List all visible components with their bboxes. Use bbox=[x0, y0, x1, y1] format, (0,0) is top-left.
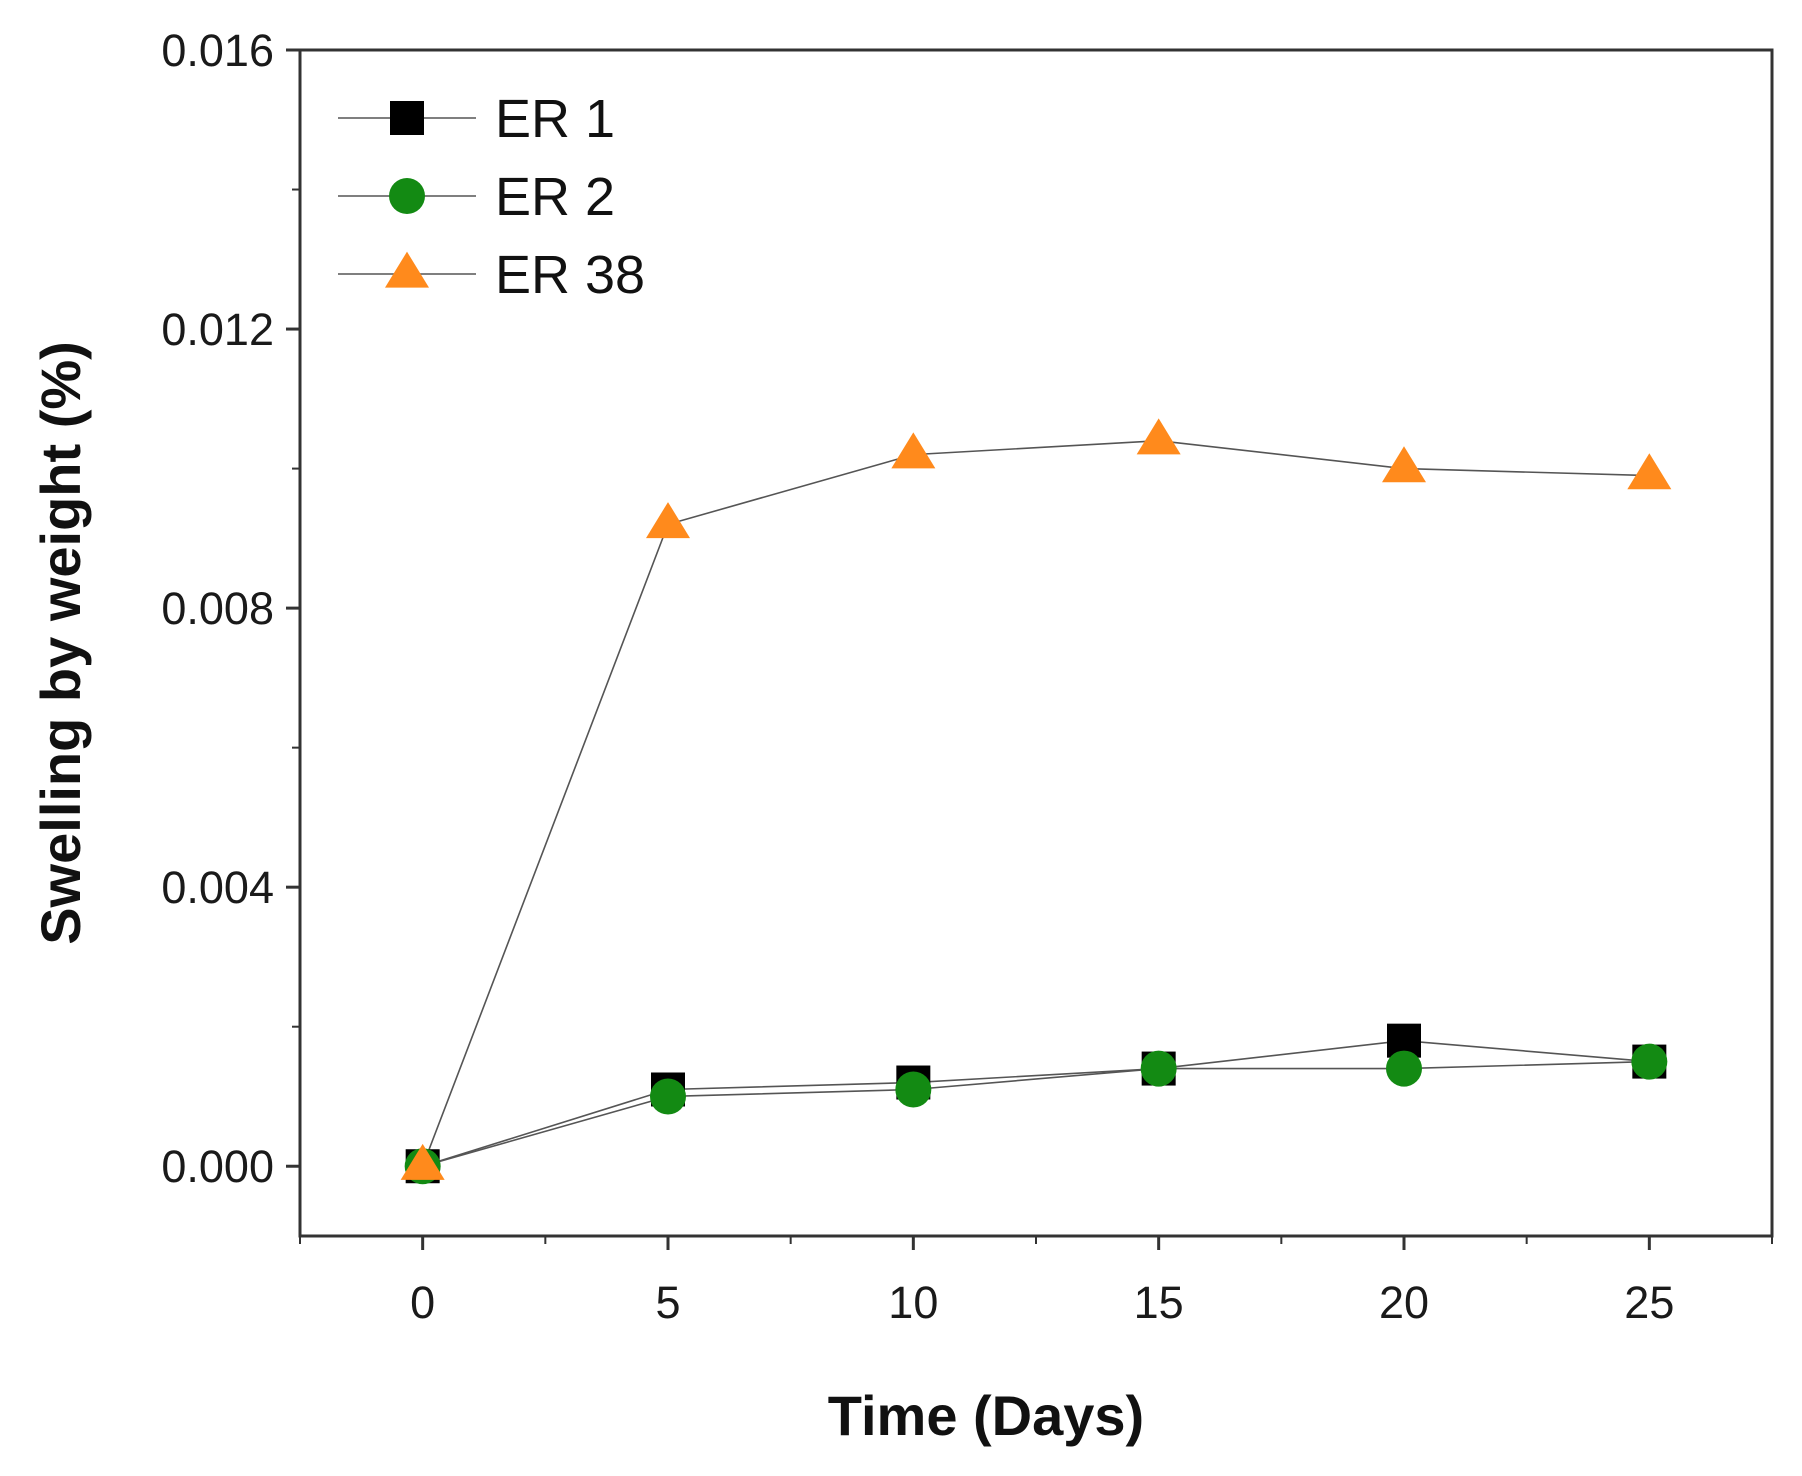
series-layer bbox=[400, 418, 1672, 1185]
x-tick-label: 25 bbox=[1624, 1277, 1674, 1328]
data-point bbox=[650, 1078, 686, 1115]
data-point bbox=[895, 1071, 932, 1108]
legend-item: ER 2 bbox=[338, 167, 615, 227]
data-point bbox=[1627, 453, 1672, 490]
x-axis: 0 5 10 15 20 25 bbox=[299, 1236, 1773, 1328]
series-markers-er-2 bbox=[404, 1043, 1668, 1185]
data-point bbox=[1382, 446, 1426, 483]
data-point bbox=[400, 1143, 445, 1180]
series-er-2 bbox=[422, 1060, 1650, 1168]
legend-item: ER 1 bbox=[338, 89, 615, 149]
y-tick-label: 0.016 bbox=[161, 25, 274, 76]
y-axis-title: Swelling by weight (%) bbox=[29, 341, 92, 945]
series-line bbox=[422, 1039, 1650, 1167]
legend-marker bbox=[390, 101, 424, 135]
data-point bbox=[1631, 1043, 1668, 1080]
data-point bbox=[891, 432, 936, 469]
legend: ER 1 ER 2 ER 38 bbox=[338, 89, 645, 305]
legend-label: ER 1 bbox=[495, 89, 615, 149]
y-tick-label: 0.004 bbox=[161, 862, 274, 913]
data-point bbox=[1140, 1050, 1177, 1087]
series-er-38 bbox=[421, 439, 1650, 1167]
series-er-1 bbox=[422, 1039, 1650, 1167]
x-axis-title: Time (Days) bbox=[828, 1384, 1144, 1447]
data-point bbox=[1136, 418, 1181, 455]
x-tick-label: 0 bbox=[410, 1277, 435, 1328]
legend-item: ER 38 bbox=[338, 245, 645, 305]
legend-label: ER 2 bbox=[495, 167, 615, 227]
legend-marker bbox=[385, 251, 429, 288]
data-point bbox=[1386, 1050, 1422, 1087]
x-tick-label: 15 bbox=[1134, 1277, 1184, 1328]
y-tick-label: 0.012 bbox=[161, 304, 274, 355]
y-tick-label: 0.000 bbox=[161, 1141, 274, 1192]
series-line bbox=[421, 439, 1650, 1167]
x-tick-label: 5 bbox=[655, 1277, 680, 1328]
y-axis: 0.000 0.004 0.008 0.012 0.016 bbox=[161, 25, 300, 1192]
x-tick-label: 20 bbox=[1379, 1277, 1429, 1328]
x-tick-label: 10 bbox=[888, 1277, 938, 1328]
legend-marker bbox=[389, 178, 425, 214]
series-markers-er-38 bbox=[400, 418, 1672, 1180]
series-line bbox=[422, 1060, 1650, 1168]
plot-frame bbox=[298, 48, 1774, 1238]
y-tick-label: 0.008 bbox=[161, 583, 274, 634]
legend-label: ER 38 bbox=[495, 245, 645, 305]
data-point bbox=[646, 502, 690, 539]
